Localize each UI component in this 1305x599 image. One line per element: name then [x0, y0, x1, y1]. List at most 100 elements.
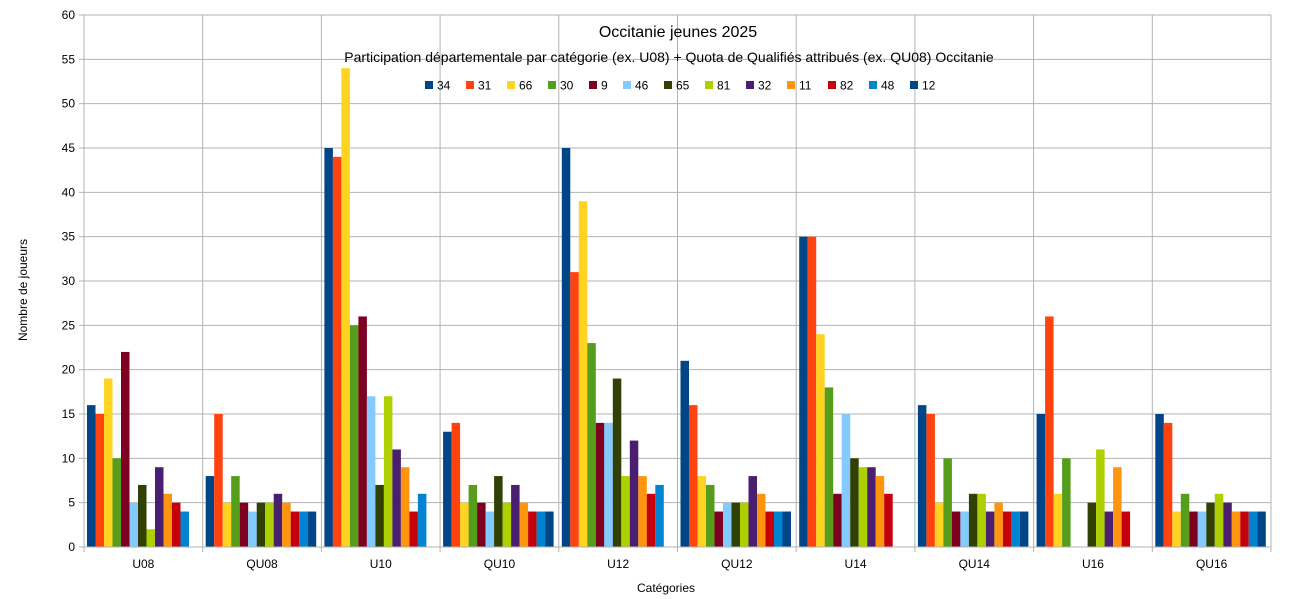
- bar-9-U12: [595, 422, 605, 547]
- bar-32-QU14: [985, 511, 995, 547]
- bar-9-U14: [833, 493, 842, 547]
- legend-swatch: [869, 81, 877, 89]
- bar-30-QU16: [1180, 493, 1190, 547]
- bar-11-QU08: [282, 502, 291, 547]
- y-tick-label: 15: [62, 407, 76, 421]
- bar-65-QU08: [256, 502, 266, 547]
- y-ticks: 0 5 10 15 20 25 30 35 40 45 50 55 60: [62, 8, 76, 554]
- bar-34-QU08: [205, 476, 215, 547]
- y-tick-label: 45: [62, 141, 76, 155]
- bar-11-U08: [163, 493, 172, 547]
- legend-swatch: [664, 81, 672, 89]
- y-axis-label: Nombre de joueurs: [16, 239, 30, 341]
- bar-34-QU12: [680, 360, 689, 547]
- x-tick-label: U12: [607, 557, 629, 571]
- y-tick-label: 50: [62, 97, 76, 111]
- bar-11-QU10: [519, 502, 529, 547]
- bar-82-QU08: [290, 511, 300, 547]
- legend-label: 30: [560, 79, 574, 93]
- bar-34-QU16: [1155, 414, 1164, 547]
- bar-12-QU08: [307, 511, 317, 547]
- bar-34-U08: [87, 405, 96, 547]
- legend-item-65: 65: [664, 79, 690, 93]
- bar-48-QU10: [536, 511, 546, 547]
- y-tick-label: 35: [62, 230, 76, 244]
- bar-32-QU10: [511, 484, 520, 547]
- bar-48-U12: [655, 484, 664, 547]
- legend-label: 12: [922, 79, 936, 93]
- bar-12-QU16: [1257, 511, 1266, 547]
- bar-48-QU14: [1011, 511, 1020, 547]
- bar-34-U14: [799, 236, 808, 547]
- bar-32-U12: [629, 440, 639, 547]
- bar-46-U08: [129, 502, 138, 547]
- legend-item-81: 81: [705, 79, 731, 93]
- bar-30-QU12: [706, 484, 715, 547]
- bar-31-QU16: [1163, 422, 1173, 547]
- bar-48-QU16: [1248, 511, 1258, 547]
- bar-65-U12: [612, 378, 622, 547]
- bar-30-U16: [1062, 458, 1071, 547]
- bar-31-U08: [95, 414, 104, 547]
- bar-11-U10: [400, 467, 410, 547]
- bar-11-QU14: [994, 502, 1003, 547]
- bar-30-QU08: [231, 476, 240, 547]
- bar-9-QU12: [714, 511, 723, 547]
- legend-label: 9: [601, 79, 608, 93]
- bar-11-U16: [1113, 467, 1122, 547]
- bar-34-U12: [561, 148, 571, 547]
- bar-66-U14: [816, 334, 825, 547]
- bar-65-U16: [1087, 502, 1097, 547]
- legend-item-48: 48: [869, 79, 895, 93]
- legend-item-66: 66: [507, 79, 533, 93]
- bar-66-U08: [104, 378, 113, 547]
- legend-label: 65: [676, 79, 690, 93]
- x-ticks: U08 QU08 U10 QU10 U12 QU12 U14 QU14 U16 QU16: [132, 557, 1227, 571]
- legend-label: 32: [758, 79, 772, 93]
- bar-82-U16: [1121, 511, 1131, 547]
- bar-65-QU14: [968, 493, 978, 547]
- y-tick-label: 25: [62, 318, 76, 332]
- bar-81-U16: [1096, 449, 1105, 547]
- x-tick-label: U14: [845, 557, 867, 571]
- legend-swatch: [746, 81, 754, 89]
- bar-81-U12: [621, 476, 630, 547]
- bar-12-QU14: [1019, 511, 1029, 547]
- y-tick-label: 30: [62, 274, 76, 288]
- bar-31-QU10: [451, 422, 461, 547]
- bar-81-QU14: [977, 493, 986, 547]
- bar-65-QU12: [731, 502, 740, 547]
- bar-46-U10: [366, 396, 376, 547]
- legend-swatch: [623, 81, 631, 89]
- bar-82-QU12: [765, 511, 774, 547]
- bar-32-U08: [155, 467, 164, 547]
- bar-30-U10: [349, 325, 359, 547]
- bar-65-U10: [375, 484, 384, 547]
- legend-label: 81: [717, 79, 731, 93]
- bar-46-QU14: [960, 511, 969, 547]
- bar-66-QU12: [697, 476, 706, 547]
- bar-30-QU10: [468, 484, 478, 547]
- bar-11-U12: [638, 476, 647, 547]
- bar-9-QU16: [1189, 511, 1198, 547]
- bar-66-QU16: [1172, 511, 1181, 547]
- legend-label: 82: [840, 79, 854, 93]
- y-tick-label: 20: [62, 363, 76, 377]
- legend-item-34: 34: [425, 79, 451, 93]
- bar-66-U16: [1053, 493, 1063, 547]
- bar-66-U12: [578, 201, 588, 547]
- bar-32-U10: [392, 449, 401, 547]
- bar-66-U10: [341, 68, 350, 547]
- chart-subtitle: Participation départementale par catégor…: [344, 49, 994, 65]
- legend-label: 31: [478, 79, 492, 93]
- bar-66-QU08: [222, 502, 232, 547]
- bar-32-U16: [1104, 511, 1114, 547]
- bar-31-QU14: [926, 414, 935, 547]
- bar-31-U16: [1045, 316, 1054, 547]
- bar-12-QU10: [545, 511, 554, 547]
- x-tick-label: U16: [1082, 557, 1104, 571]
- bar-46-QU16: [1197, 511, 1207, 547]
- legend-item-30: 30: [548, 79, 574, 93]
- bar-9-U10: [358, 316, 367, 547]
- legend-label: 48: [881, 79, 895, 93]
